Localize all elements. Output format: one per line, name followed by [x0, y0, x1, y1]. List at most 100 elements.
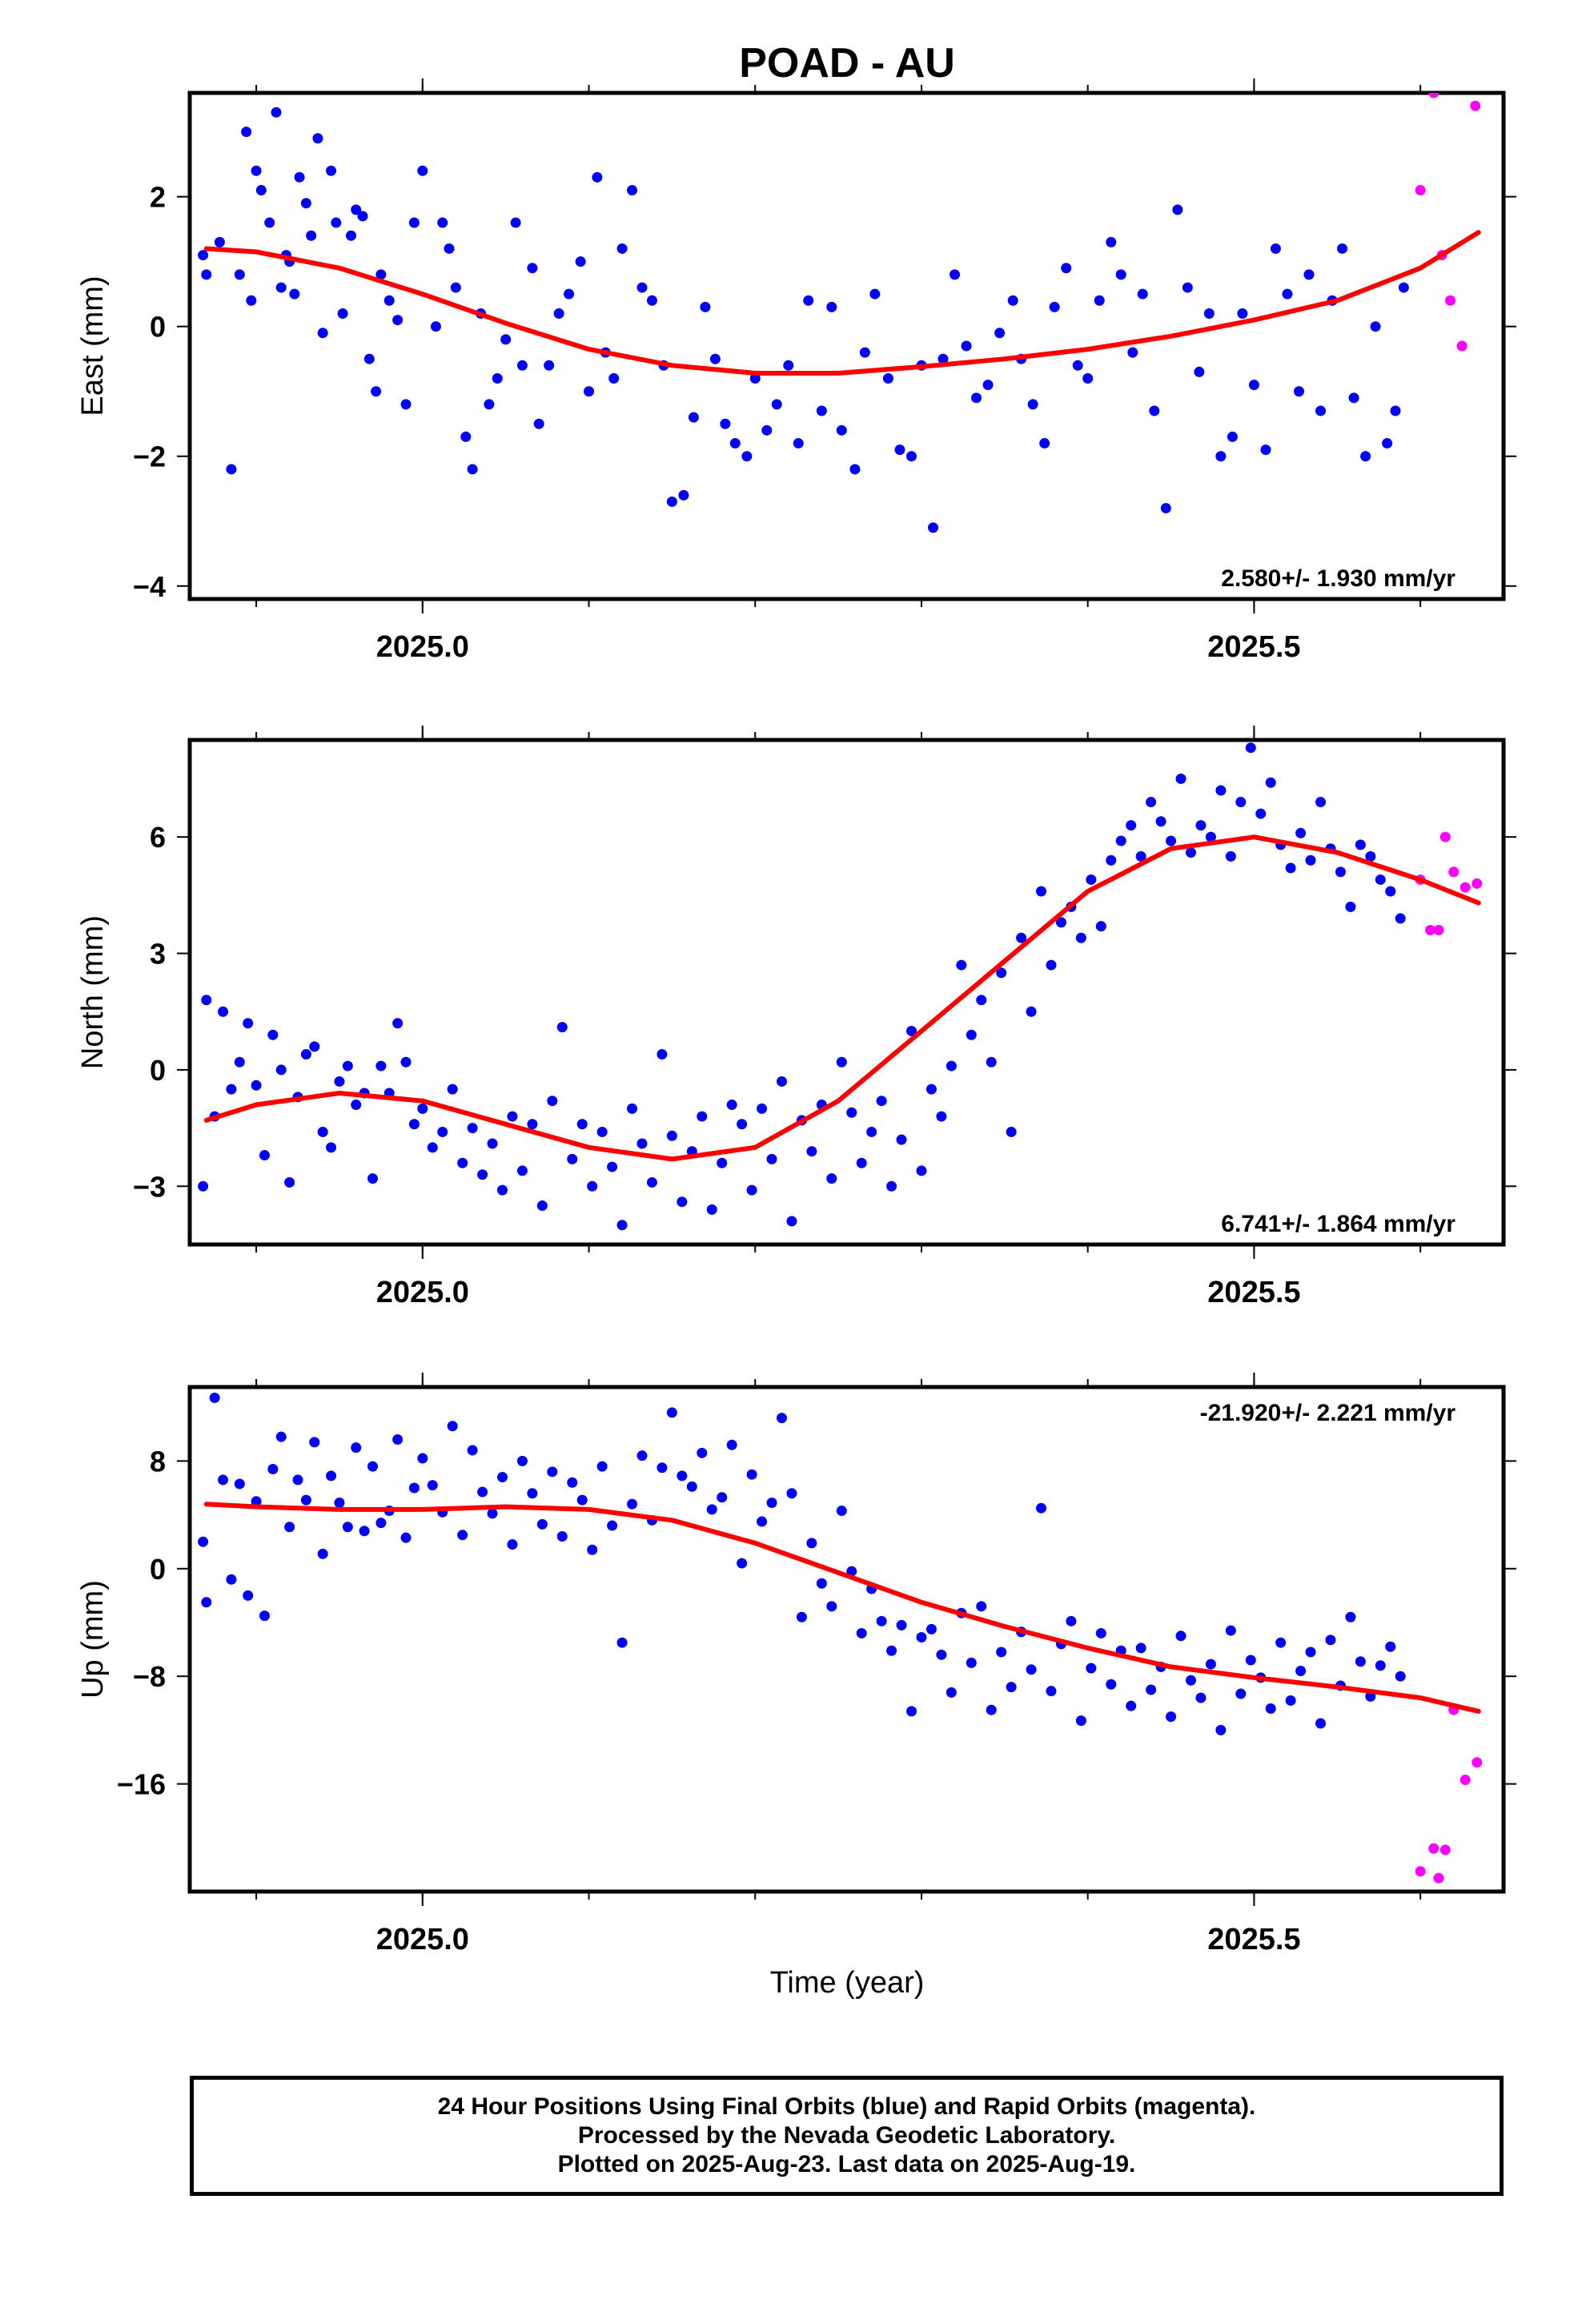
up-final-point — [408, 1482, 420, 1494]
east-final-point — [1398, 282, 1409, 293]
east-final-point — [371, 386, 382, 397]
east-final-point — [1390, 405, 1401, 416]
north-final-point — [936, 1111, 947, 1122]
east-final-point — [720, 418, 731, 429]
north-final-point — [607, 1161, 618, 1172]
east-final-point — [928, 522, 939, 533]
up-final-point — [367, 1461, 378, 1472]
up-rapid-point — [1433, 1872, 1444, 1884]
north-final-point — [966, 1029, 977, 1040]
north-final-point — [447, 1084, 458, 1095]
east-final-point — [741, 451, 753, 462]
north-final-point — [1335, 866, 1346, 878]
north-final-point — [826, 1173, 837, 1184]
east-final-point — [1149, 405, 1160, 416]
east-final-point — [289, 288, 300, 300]
east-data-layer — [198, 93, 1481, 533]
north-final-point — [516, 1165, 528, 1176]
east-final-point — [627, 185, 638, 196]
east-final-point — [678, 489, 689, 501]
north-final-point — [1135, 850, 1146, 862]
up-ytick-label: 8 — [150, 1445, 166, 1478]
up-final-point — [1195, 1692, 1207, 1703]
up-final-point — [201, 1597, 212, 1608]
east-plot-frame — [187, 90, 1506, 601]
up-final-point — [1026, 1664, 1037, 1675]
east-final-point — [575, 256, 586, 267]
up-final-point — [1166, 1711, 1177, 1723]
east-final-point — [816, 405, 827, 416]
up-final-point — [1185, 1675, 1196, 1686]
east-final-point — [646, 295, 657, 306]
up-final-point — [746, 1469, 757, 1480]
up-final-point — [896, 1619, 907, 1630]
north-final-point — [627, 1103, 638, 1114]
north-final-point — [507, 1111, 518, 1122]
up-final-point — [1075, 1715, 1086, 1727]
up-data-layer — [198, 1392, 1483, 1884]
up-final-point — [392, 1434, 404, 1445]
north-final-point — [536, 1200, 548, 1212]
north-final-point — [1315, 797, 1327, 808]
east-final-point — [1370, 321, 1381, 332]
x-axis-label: Time (year) — [770, 1966, 925, 2000]
up-final-point — [856, 1627, 867, 1638]
east-final-point — [688, 412, 699, 423]
up-final-point — [556, 1530, 568, 1542]
up-final-point — [1086, 1663, 1097, 1674]
north-final-point — [576, 1119, 588, 1130]
east-final-point — [331, 217, 342, 228]
east-final-point — [608, 373, 620, 384]
north-final-point — [234, 1056, 245, 1068]
east-final-point — [882, 373, 893, 384]
up-final-point — [636, 1450, 648, 1462]
east-final-point — [564, 288, 575, 300]
east-final-point — [1072, 360, 1083, 371]
east-final-point — [226, 464, 237, 475]
north-final-point — [392, 1018, 404, 1029]
east-final-point — [1007, 295, 1018, 306]
up-final-point — [816, 1578, 827, 1589]
east-final-point — [616, 243, 628, 254]
up-final-point — [309, 1437, 320, 1448]
east-rate-label: 2.580+/- 1.930 mm/yr — [1221, 565, 1456, 592]
up-final-point — [576, 1494, 588, 1506]
north-rapid-point — [1460, 882, 1471, 893]
north-final-point — [547, 1096, 558, 1107]
north-final-point — [896, 1134, 907, 1145]
north-final-point — [866, 1126, 877, 1137]
north-final-point — [1345, 901, 1356, 912]
north-ytick-label: 3 — [150, 938, 166, 971]
north-final-point — [1355, 839, 1366, 850]
east-final-point — [294, 171, 305, 183]
up-xtick-label: 2025.5 — [1207, 1923, 1300, 1956]
up-final-point — [1295, 1665, 1307, 1676]
up-final-point — [259, 1610, 270, 1622]
up-final-point — [776, 1413, 787, 1424]
east-final-point — [357, 211, 368, 222]
east-final-point — [982, 380, 994, 391]
up-final-point — [359, 1526, 370, 1537]
north-final-point — [956, 959, 967, 971]
up-final-point — [656, 1462, 668, 1474]
up-final-point — [996, 1647, 1007, 1658]
north-final-point — [1046, 959, 1057, 971]
north-final-point — [706, 1204, 717, 1215]
east-final-point — [666, 496, 677, 507]
north-final-point — [1106, 854, 1117, 866]
north-final-point — [417, 1103, 428, 1114]
east-final-point — [345, 230, 356, 241]
north-final-point — [596, 1126, 608, 1137]
north-ytick-label: −3 — [133, 1170, 166, 1203]
up-final-point — [1305, 1647, 1316, 1658]
up-final-point — [1375, 1660, 1386, 1671]
east-final-point — [430, 321, 441, 332]
up-final-point — [757, 1516, 768, 1527]
up-final-point — [1355, 1656, 1366, 1667]
north-final-point — [275, 1064, 287, 1076]
up-final-point — [457, 1530, 468, 1541]
east-ytick-label: 2 — [150, 181, 166, 214]
north-final-point — [1166, 835, 1177, 846]
up-final-point — [916, 1631, 927, 1642]
north-fit-line — [203, 834, 1481, 1162]
